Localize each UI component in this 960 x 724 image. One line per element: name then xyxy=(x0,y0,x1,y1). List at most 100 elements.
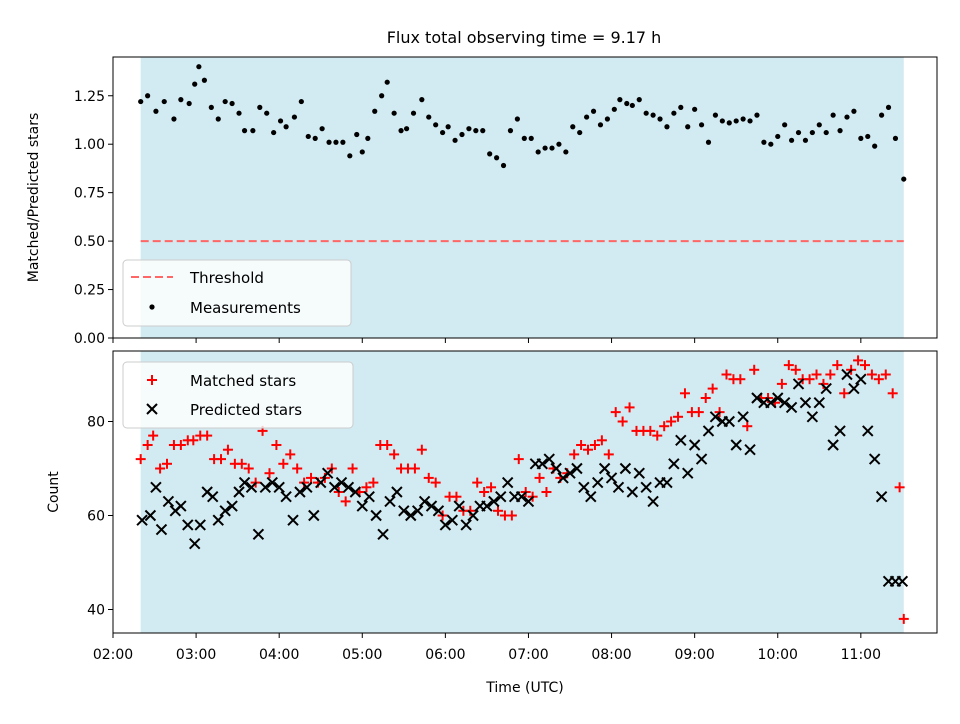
measurement-point xyxy=(487,151,493,157)
predicted-star-marker xyxy=(315,476,327,489)
cross-b xyxy=(194,519,206,531)
measurement-point xyxy=(271,129,277,136)
ratio-panel: 0.00 0.25 0.50 0.75 1.00 1.25 Matched/Predict… xyxy=(26,56,938,347)
matched-star-marker xyxy=(347,463,358,474)
measurement-point xyxy=(138,98,144,105)
predicted-star-marker xyxy=(391,486,403,498)
predicted-star-marker xyxy=(695,453,708,465)
predicted-star-marker xyxy=(564,467,576,479)
measurement-point xyxy=(782,122,788,128)
matched-star-marker xyxy=(603,449,614,460)
predicted-star-marker xyxy=(301,481,313,494)
cross-b xyxy=(411,505,424,517)
measurement-point xyxy=(161,98,167,105)
predicted-star-marker xyxy=(363,490,375,503)
x-tick-label: 11:00 xyxy=(841,647,881,663)
measurement-point xyxy=(222,98,228,105)
matched-star-marker xyxy=(451,491,462,502)
measurement-point xyxy=(445,124,451,130)
matched-star-marker xyxy=(659,421,670,432)
measurement-point xyxy=(698,122,705,128)
matched-star-marker xyxy=(735,374,746,385)
measurement-point xyxy=(726,120,732,126)
bottom-axes-frame xyxy=(112,350,938,634)
matched-star-marker xyxy=(707,383,718,394)
cross-b xyxy=(175,500,187,512)
x-tick-label: 09:00 xyxy=(674,647,714,663)
measurement-point xyxy=(480,128,486,134)
cross-b xyxy=(591,476,604,489)
cross-b xyxy=(432,505,445,517)
y-tick-label: 0.50 xyxy=(74,234,105,250)
predicted-star-marker xyxy=(730,439,742,451)
predicted-star-marker xyxy=(792,378,805,390)
count-points xyxy=(135,355,909,624)
cross-b xyxy=(730,439,742,451)
measurement-point xyxy=(754,112,760,118)
cross-b xyxy=(896,575,909,588)
y-tick-label: 0.25 xyxy=(74,283,105,299)
measurement-point xyxy=(712,112,719,118)
cross-b xyxy=(342,481,355,494)
matched-star-marker xyxy=(264,468,275,479)
predicted-star-marker xyxy=(146,403,158,415)
matched-star-marker xyxy=(162,458,173,469)
cross-b xyxy=(439,519,452,531)
predicted-star-marker xyxy=(238,476,251,489)
predicted-star-marker xyxy=(682,467,694,479)
cross-b xyxy=(182,519,194,531)
cross-b xyxy=(259,481,272,494)
cross-b xyxy=(363,490,375,503)
cross-b xyxy=(557,472,569,484)
x-tick-label: 08:00 xyxy=(591,647,631,663)
matched-star-marker xyxy=(142,440,153,450)
predicted-star-marker xyxy=(619,462,632,475)
predicted-star-marker xyxy=(855,373,867,385)
measurement-point xyxy=(514,116,520,122)
predicted-star-marker xyxy=(150,481,162,494)
predicted-star-marker xyxy=(661,476,673,489)
measurement-point xyxy=(809,129,815,136)
matched-star-marker xyxy=(700,393,711,403)
measurement-point xyxy=(671,110,677,116)
predicted-star-marker xyxy=(612,481,625,494)
measurement-point xyxy=(664,124,670,130)
measurement-point xyxy=(372,108,378,114)
legend-predicted-label: Predicted stars xyxy=(190,401,302,419)
cross-b xyxy=(695,453,708,465)
predicted-star-marker xyxy=(439,519,452,531)
measurement-point xyxy=(250,128,256,134)
cross-b xyxy=(155,523,168,536)
cross-b xyxy=(799,396,812,409)
measurement-point xyxy=(326,139,332,145)
measurement-point xyxy=(556,141,562,147)
cross-b xyxy=(377,528,389,541)
predicted-star-marker xyxy=(633,467,645,479)
matched-star-marker xyxy=(721,369,732,380)
cross-b xyxy=(515,490,528,503)
predicted-star-marker xyxy=(287,514,299,526)
cross-b xyxy=(702,425,715,437)
matched-star-marker xyxy=(887,388,898,399)
predicted-star-marker xyxy=(820,382,832,395)
y-tick-label: 0.75 xyxy=(74,186,105,202)
measurement-point xyxy=(563,149,569,155)
measurement-point xyxy=(186,100,192,107)
cross-b xyxy=(765,396,777,409)
cross-b xyxy=(501,476,514,489)
measurement-point xyxy=(291,114,298,120)
measurement-point xyxy=(719,118,725,124)
measurement-point xyxy=(333,139,339,145)
cross-b xyxy=(619,462,632,475)
cross-b xyxy=(744,443,756,456)
measurement-point xyxy=(802,137,809,143)
predicted-star-marker xyxy=(744,443,756,456)
predicted-star-marker xyxy=(245,481,258,494)
predicted-star-marker xyxy=(834,425,846,437)
cross-b xyxy=(446,514,459,526)
cross-b xyxy=(238,476,251,489)
measurement-point xyxy=(624,100,630,107)
x-tick-label: 07:00 xyxy=(508,647,548,663)
predicted-star-marker xyxy=(488,495,500,508)
measurement-point xyxy=(747,118,753,124)
